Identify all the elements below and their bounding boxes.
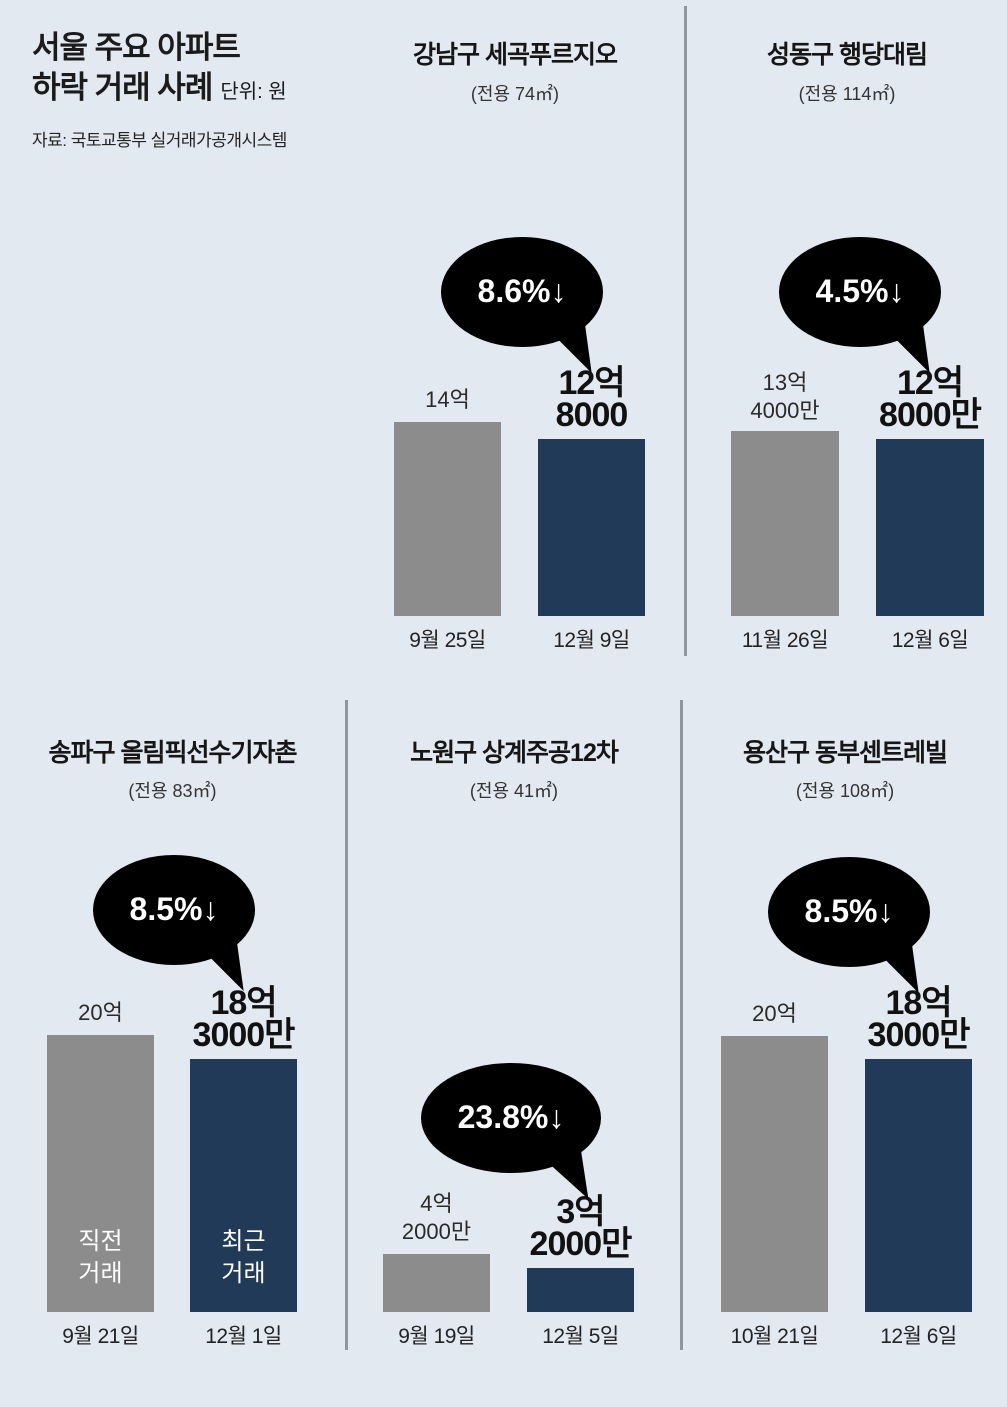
bubble-tail (879, 314, 930, 373)
price-label: 13억 4000만 (750, 370, 820, 423)
bubble-tail (532, 1140, 589, 1199)
change-bubble: 8.6%↓ (441, 237, 603, 377)
deal-date: 9월 25일 (409, 629, 486, 652)
bubble-tail (868, 934, 919, 993)
bubble-shape (768, 857, 930, 993)
change-percent: 8.6%↓ (477, 273, 567, 309)
previous-deal-bar (721, 1036, 828, 1312)
unit-size-label: (전용 114㎡) (798, 84, 896, 104)
deal-date: 12월 5일 (542, 1325, 619, 1348)
deal-date: 12월 1일 (205, 1325, 282, 1348)
change-percent: 8.5%↓ (129, 891, 219, 927)
price-label: 18억 3000만 (867, 984, 971, 1054)
price-label: 4억 2000만 (401, 1191, 472, 1244)
deal-date: 9월 21일 (62, 1325, 139, 1348)
main-title-line2: 하락 거래 사례 단위: 원 (32, 68, 287, 112)
bubble-tail (193, 932, 244, 991)
recent-deal-note: 최근 거래 (221, 1228, 266, 1287)
price-label: 14억 (425, 387, 470, 412)
deal-date: 12월 6일 (880, 1325, 957, 1348)
change-bubble: 8.5%↓ (93, 855, 255, 995)
previous-deal-bar: 직전 거래 (47, 1035, 154, 1312)
vertical-divider (680, 700, 683, 1350)
price-label: 12억 8000 (555, 364, 629, 434)
previous-deal-note: 직전 거래 (78, 1228, 123, 1287)
unit-label: 단위: 원 (220, 81, 287, 103)
recent-deal-bar: 최근 거래 (190, 1059, 297, 1312)
price-label: 20억 (78, 1000, 123, 1025)
change-bubble: 4.5%↓ (779, 237, 941, 377)
deal-date: 12월 6일 (891, 629, 969, 652)
change-percent: 23.8%↓ (457, 1099, 565, 1135)
vertical-divider (345, 700, 348, 1350)
unit-size-label: (전용 41㎡) (469, 781, 559, 801)
deal-date: 12월 9일 (553, 629, 630, 652)
complex-name: 송파구 올림픽선수기자촌 (48, 739, 298, 767)
bubble-shape (441, 237, 603, 373)
main-title-text: 하락 거래 사례 (32, 70, 213, 105)
deal-date: 10월 21일 (730, 1325, 819, 1348)
unit-size-label: (전용 74㎡) (470, 84, 560, 104)
header: 서울 주요 아파트 하락 거래 사례 단위: 원 자료: 국토교통부 실거래가공개… (32, 28, 287, 151)
change-bubble: 23.8%↓ (421, 1063, 601, 1203)
source-note: 자료: 국토교통부 실거래가공개시스템 (32, 131, 287, 150)
complex-name: 용산구 동부센트레빌 (743, 739, 948, 767)
bubble-shape (93, 855, 255, 991)
price-label: 12억 8000만 (879, 364, 982, 434)
vertical-divider (684, 6, 687, 656)
unit-size-label: (전용 83㎡) (128, 781, 217, 801)
change-percent: 8.5%↓ (804, 893, 894, 929)
recent-deal-bar (876, 439, 984, 616)
change-bubble: 8.5%↓ (768, 857, 930, 997)
price-label: 3억 2000만 (529, 1193, 633, 1263)
price-label: 18억 3000만 (192, 984, 296, 1054)
main-title-line1: 서울 주요 아파트 (32, 30, 241, 65)
complex-name: 노원구 상계주공12차 (410, 739, 619, 767)
bubble-shape (779, 237, 941, 373)
unit-size-label: (전용 108㎡) (795, 781, 895, 801)
complex-name: 강남구 세곡푸르지오 (413, 41, 618, 69)
complex-name: 성동구 행당대림 (767, 41, 928, 69)
recent-deal-bar (865, 1059, 972, 1312)
previous-deal-bar (394, 422, 501, 616)
previous-deal-bar (731, 431, 839, 616)
previous-deal-bar (383, 1254, 490, 1312)
recent-deal-bar (527, 1268, 634, 1312)
bubble-shape (421, 1063, 601, 1199)
deal-date: 11월 26일 (741, 629, 829, 652)
price-label: 20억 (752, 1001, 797, 1026)
recent-deal-bar (538, 439, 645, 616)
bubble-tail (541, 314, 592, 373)
change-percent: 4.5%↓ (815, 273, 905, 309)
deal-date: 9월 19일 (398, 1325, 475, 1348)
